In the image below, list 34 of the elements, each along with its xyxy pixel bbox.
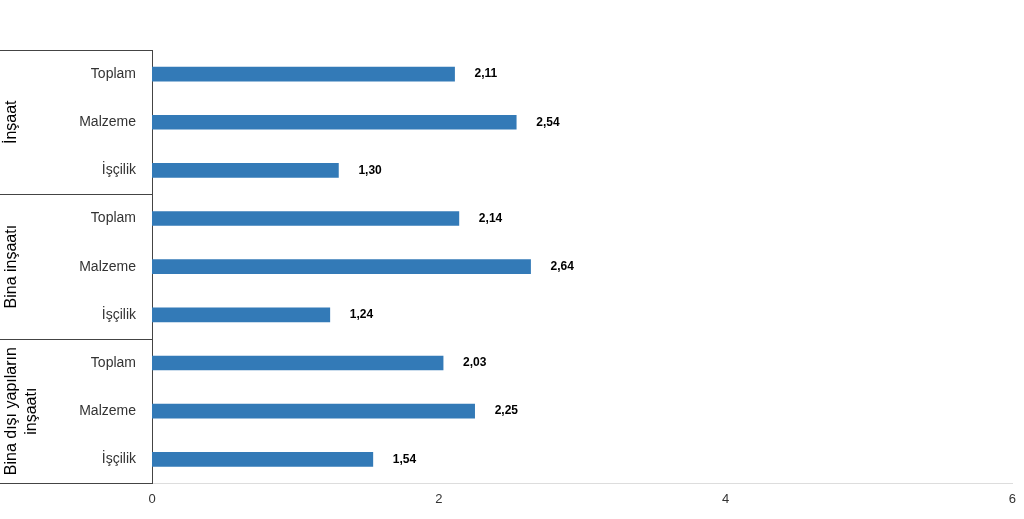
data-label: 1,30	[358, 162, 383, 177]
data-label: 2,14	[478, 210, 503, 225]
y-tick-label: Toplam	[90, 64, 136, 81]
text: Bina dışı yapıların inşaatı	[2, 347, 40, 476]
y-tick-label: İşçilik	[101, 160, 137, 178]
data-label: 1,54	[392, 451, 417, 466]
bar	[152, 355, 444, 371]
data-label: 2,54	[536, 114, 560, 129]
text: Bina inşaatı	[2, 224, 20, 309]
bar	[152, 211, 460, 226]
y-tick-label: İşçilik	[101, 304, 137, 322]
y-tick-label: Toplam	[90, 353, 136, 370]
data-label: 2,64	[550, 259, 575, 274]
bar	[152, 451, 374, 467]
bar	[152, 114, 517, 130]
x-tick-label: 4	[721, 490, 730, 506]
y-tick-label: Malzeme	[79, 257, 137, 274]
y-tick-label: Malzeme	[79, 113, 137, 130]
data-label: 2,11	[474, 66, 498, 81]
data-label: 2,03	[463, 355, 487, 370]
data-label: 1,24	[349, 307, 374, 322]
y-tick-label: İşçilik	[101, 449, 137, 467]
x-tick-label: 6	[1008, 490, 1016, 506]
data-label: 2,25	[494, 403, 519, 418]
text: İnşaat	[1, 99, 20, 145]
bar	[152, 307, 331, 323]
y-tick-label: Toplam	[90, 209, 136, 226]
x-tick-label: 0	[148, 490, 156, 506]
bar	[152, 403, 475, 419]
bar	[152, 163, 339, 178]
x-tick-label: 2	[435, 490, 443, 506]
bar	[152, 259, 531, 275]
bar	[152, 66, 455, 82]
y-tick-label: Malzeme	[79, 402, 137, 419]
